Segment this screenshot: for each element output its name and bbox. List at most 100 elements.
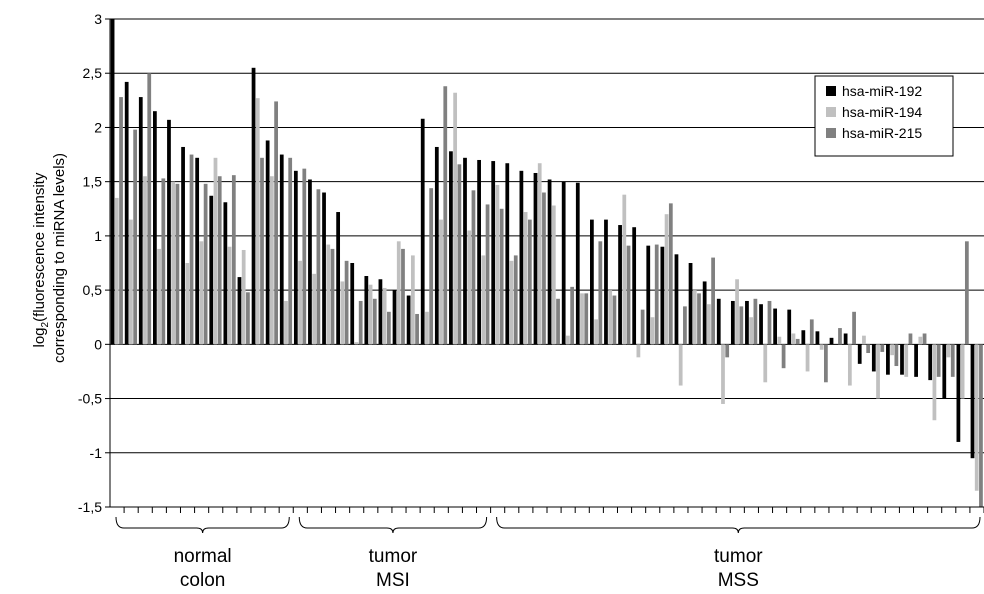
- bar-hsa-miR-215: [781, 344, 786, 369]
- bar-hsa-miR-194: [270, 176, 274, 345]
- bar-hsa-miR-192: [829, 337, 834, 345]
- bar-hsa-miR-194: [974, 344, 979, 491]
- bar-hsa-miR-215: [598, 241, 603, 345]
- bar-hsa-miR-215: [950, 344, 955, 377]
- bar-hsa-miR-215: [612, 295, 617, 345]
- bar-hsa-miR-192: [251, 67, 256, 345]
- bar-hsa-miR-192: [209, 195, 214, 345]
- bar-hsa-miR-192: [237, 277, 242, 345]
- bar-hsa-miR-215: [260, 157, 264, 345]
- bar-hsa-miR-192: [223, 202, 228, 345]
- y-tick-label: 3: [94, 11, 102, 27]
- bar-hsa-miR-194: [199, 241, 204, 345]
- bar-hsa-miR-215: [894, 344, 899, 367]
- bar-hsa-miR-194: [918, 336, 923, 345]
- bar-hsa-miR-215: [372, 298, 377, 345]
- group-bracket: [496, 516, 981, 534]
- bar-hsa-miR-215: [640, 309, 645, 345]
- group-bracket: [298, 516, 488, 534]
- y-tick-label: 1,5: [83, 174, 103, 190]
- bar-hsa-miR-215: [838, 328, 842, 345]
- bar-hsa-miR-194: [960, 344, 965, 399]
- bar-hsa-miR-215: [189, 154, 194, 345]
- y-tick-label: -0,5: [78, 391, 102, 407]
- bar-hsa-miR-215: [147, 73, 152, 345]
- y-tick-label: 2,5: [83, 65, 103, 81]
- bar-hsa-miR-194: [904, 344, 909, 377]
- bar-hsa-miR-192: [688, 263, 693, 345]
- bar-hsa-miR-192: [350, 263, 355, 345]
- bar-hsa-miR-194: [157, 248, 161, 345]
- bar-hsa-miR-192: [138, 97, 143, 345]
- bar-hsa-miR-194: [284, 300, 288, 345]
- bar-hsa-miR-215: [203, 183, 208, 345]
- bar-hsa-miR-194: [735, 279, 739, 345]
- bar-hsa-miR-215: [344, 260, 349, 345]
- bar-hsa-miR-215: [471, 190, 476, 345]
- bar-hsa-miR-215: [485, 204, 490, 345]
- bar-hsa-miR-215: [809, 319, 814, 345]
- bar-hsa-miR-194: [298, 260, 302, 345]
- y-tick-labels: -1,5 -1 -0,5 0 0,5 1 1,5 2 2,5 3: [78, 11, 110, 515]
- bar-hsa-miR-215: [668, 203, 673, 345]
- bar-hsa-miR-192: [561, 181, 566, 345]
- legend-swatch: [826, 128, 836, 138]
- bar-hsa-miR-215: [626, 245, 631, 345]
- bar-hsa-miR-215: [584, 293, 589, 345]
- legend-box: [814, 75, 954, 157]
- bar-hsa-miR-194: [241, 249, 246, 345]
- bar-hsa-miR-215: [570, 286, 575, 345]
- bar-hsa-miR-215: [330, 248, 335, 345]
- x-ticks: [123, 507, 984, 513]
- bar-hsa-miR-192: [110, 19, 115, 345]
- group-labels: normal colon tumor MSI tumor MSS: [174, 546, 764, 591]
- bar-hsa-miR-215: [387, 311, 391, 345]
- y-tick-label: -1: [90, 445, 103, 461]
- bar-hsa-miR-215: [697, 293, 701, 345]
- bar-hsa-miR-192: [759, 304, 763, 345]
- bar-hsa-miR-194: [763, 344, 768, 383]
- bar-hsa-miR-194: [580, 293, 584, 345]
- bar-hsa-miR-194: [129, 219, 133, 345]
- bar-hsa-miR-194: [805, 344, 810, 372]
- bar-hsa-miR-192: [434, 146, 439, 345]
- bar-hsa-miR-194: [847, 344, 852, 386]
- bar-hsa-miR-192: [406, 295, 411, 345]
- bar-hsa-miR-215: [429, 188, 434, 345]
- bar-hsa-miR-194: [932, 344, 937, 421]
- y-axis-label: log2(fluorescence intensity correspondin…: [31, 153, 68, 363]
- bar-hsa-miR-194: [551, 205, 556, 345]
- bar-hsa-miR-194: [255, 98, 260, 345]
- bar-hsa-miR-192: [815, 331, 820, 345]
- bar-hsa-miR-192: [463, 157, 467, 345]
- bar-hsa-miR-215: [527, 219, 532, 345]
- bar-hsa-miR-194: [819, 344, 824, 350]
- bar-hsa-miR-192: [477, 159, 481, 345]
- bar-hsa-miR-215: [795, 338, 800, 345]
- legend-label: hsa-miR-192: [842, 83, 922, 99]
- bar-hsa-miR-192: [773, 308, 778, 345]
- bar-hsa-miR-192: [914, 344, 918, 377]
- bar-hsa-miR-215: [725, 344, 730, 358]
- group-brackets: [115, 516, 981, 534]
- y-tick-label: 1: [94, 228, 102, 244]
- bar-hsa-miR-215: [119, 97, 123, 345]
- bar-hsa-miR-194: [425, 311, 429, 345]
- bar-hsa-miR-192: [195, 157, 200, 345]
- group-label-line2: MSI: [376, 570, 410, 591]
- group-label-line2: colon: [180, 570, 225, 591]
- bar-hsa-miR-194: [114, 197, 119, 345]
- bar-hsa-miR-192: [604, 219, 608, 345]
- bar-hsa-miR-194: [368, 284, 373, 345]
- bar-hsa-miR-192: [449, 151, 453, 345]
- bar-hsa-miR-192: [124, 81, 129, 345]
- bar-hsa-miR-215: [288, 157, 293, 345]
- bar-hsa-miR-194: [791, 333, 796, 345]
- bar-hsa-miR-215: [936, 344, 941, 377]
- bar-hsa-miR-194: [227, 246, 232, 345]
- bar-hsa-miR-192: [308, 179, 312, 345]
- bar-hsa-miR-192: [702, 281, 707, 345]
- bar-hsa-miR-194: [185, 263, 190, 345]
- bar-hsa-miR-215: [133, 129, 138, 345]
- bar-hsa-miR-192: [293, 170, 298, 345]
